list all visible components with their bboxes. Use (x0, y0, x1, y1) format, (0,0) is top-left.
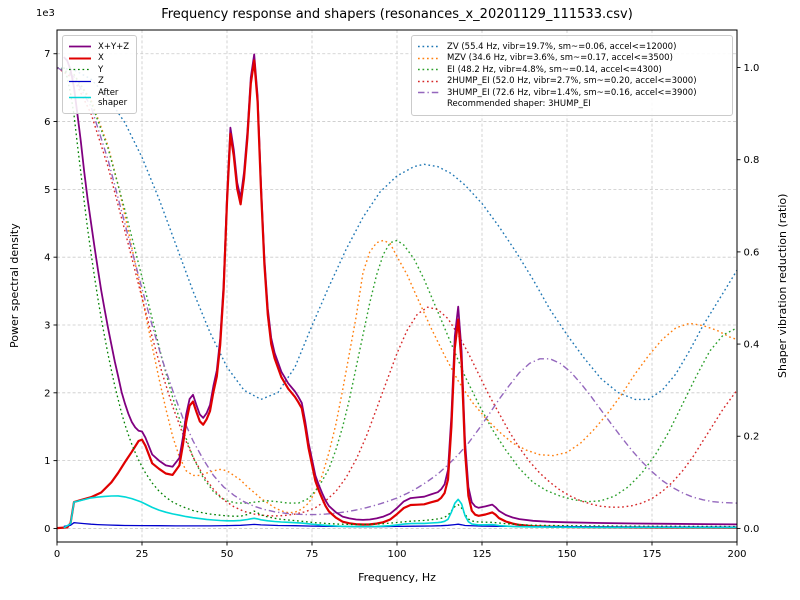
legend-line-sample-icon (418, 80, 440, 82)
tick-label: 25 (136, 549, 149, 560)
tick-label: 0.8 (744, 155, 760, 166)
series-line-y (63, 67, 737, 528)
legend-label: Z (98, 76, 104, 87)
tick-label: 0.4 (744, 340, 760, 351)
legend-entry: Z (68, 76, 129, 86)
series-line-3hump_ei (57, 66, 737, 516)
tick-label: 4 (44, 253, 50, 264)
series-line-after-shaper (63, 495, 737, 529)
legend-label: 3HUMP_EI (72.6 Hz, vibr=1.4%, sm~=0.16, … (447, 87, 697, 98)
legend-entry: X+Y+Z (68, 42, 129, 52)
tick-label: 6 (44, 117, 50, 128)
legend-label: ZV (55.4 Hz, vibr=19.7%, sm~=0.06, accel… (447, 41, 677, 52)
legend-line-sample-icon (69, 45, 91, 48)
legend-line-sample-icon (69, 96, 91, 99)
legend-entry: Y (68, 65, 129, 75)
legend-entry: 3HUMP_EI (72.6 Hz, vibr=1.4%, sm~=0.16, … (417, 88, 725, 98)
tick-label: 200 (727, 549, 746, 560)
tick-label: 100 (387, 549, 406, 560)
tick-label: 125 (472, 549, 491, 560)
series-line-x (57, 59, 737, 530)
psd-legend: X+Y+Z X Y Z After shaper (62, 35, 138, 115)
legend-label: After shaper (98, 87, 128, 108)
legend-entry: Recommended shaper: 3HUMP_EI (417, 99, 725, 109)
legend-label: EI (48.2 Hz, vibr=4.8%, sm~=0.14, accel<… (447, 64, 662, 75)
legend-entry: After shaper (68, 88, 129, 108)
legend-label: X (98, 53, 104, 64)
series-line-2hump_ei (57, 67, 737, 517)
series-line-z (63, 522, 737, 528)
tick-label: 7 (44, 49, 50, 60)
tick-label: 2 (44, 388, 50, 399)
y-axis-label-right: Shaper vibration reduction (ratio) (776, 193, 789, 379)
tick-label: 0 (44, 524, 50, 535)
legend-line-sample-icon (418, 57, 440, 59)
legend-label: MZV (34.6 Hz, vibr=3.6%, sm~=0.17, accel… (447, 53, 673, 64)
chart-title: Frequency response and shapers (resonanc… (161, 7, 633, 22)
legend-entry: MZV (34.6 Hz, vibr=3.6%, sm~=0.17, accel… (417, 53, 725, 63)
legend-line-sample-icon (417, 100, 441, 109)
tick-label: 75 (306, 549, 319, 560)
tick-label: 5 (44, 185, 50, 196)
tick-label: 0.6 (744, 247, 760, 258)
tick-label: 1.0 (744, 63, 760, 74)
y-axis-label-left: Power spectral density (8, 223, 21, 349)
legend-label: X+Y+Z (98, 41, 130, 52)
series-line-x+y+z (63, 53, 737, 526)
tick-label: 0.0 (744, 524, 760, 535)
tick-label: 0 (54, 549, 60, 560)
tick-label: 175 (642, 549, 661, 560)
legend-line-sample-icon (69, 68, 91, 71)
tick-label: 3 (44, 320, 50, 331)
legend-line-sample-icon (69, 80, 91, 82)
shaper-legend: ZV (55.4 Hz, vibr=19.7%, sm~=0.06, accel… (411, 35, 733, 116)
legend-line-sample-icon (418, 91, 440, 94)
legend-entry: EI (48.2 Hz, vibr=4.8%, sm~=0.14, accel<… (417, 65, 725, 75)
legend-label: 2HUMP_EI (52.0 Hz, vibr=2.7%, sm~=0.20, … (447, 76, 697, 87)
legend-entry: ZV (55.4 Hz, vibr=19.7%, sm~=0.06, accel… (417, 42, 725, 52)
tick-label: 150 (557, 549, 576, 560)
tick-label: 0.2 (744, 432, 760, 443)
legend-entry: X (68, 53, 129, 63)
legend-line-sample-icon (418, 45, 440, 48)
tick-label: 1 (44, 456, 50, 467)
y-axis-offset-text: 1e3 (36, 8, 55, 19)
tick-label: 50 (221, 549, 234, 560)
legend-line-sample-icon (418, 68, 440, 71)
legend-entry: 2HUMP_EI (52.0 Hz, vibr=2.7%, sm~=0.20, … (417, 76, 725, 86)
series-line-mzv (57, 66, 737, 514)
series-line-zv (57, 66, 737, 401)
legend-line-sample-icon (69, 57, 91, 60)
legend-label: Recommended shaper: 3HUMP_EI (447, 99, 591, 110)
legend-label: Y (98, 64, 104, 75)
x-axis-label: Frequency, Hz (358, 571, 436, 584)
